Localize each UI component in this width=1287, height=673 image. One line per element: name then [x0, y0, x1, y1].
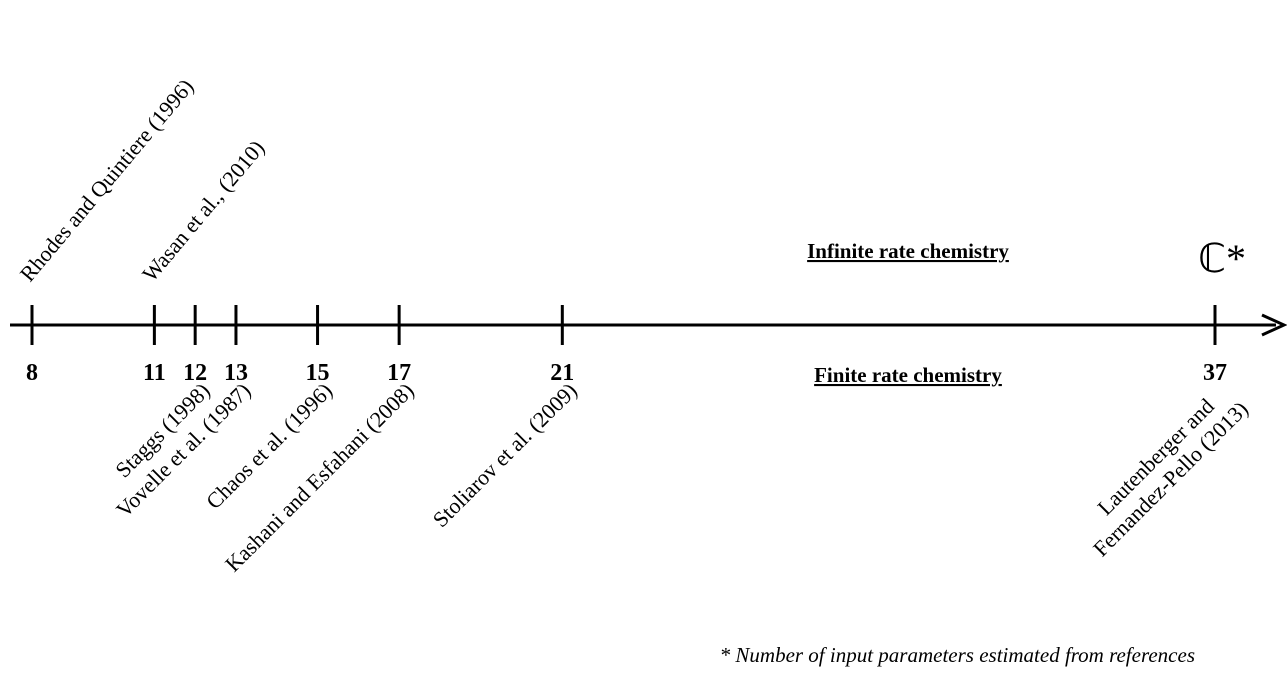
axis-arrow — [1261, 313, 1287, 337]
tick-label: 37 — [1203, 360, 1227, 386]
tick-label: 15 — [306, 360, 330, 386]
tick-label: 13 — [224, 360, 248, 386]
reference-line: Fernandez-Pello (2013) — [1088, 396, 1253, 561]
tick-label: 21 — [550, 360, 574, 386]
infinite-heading: Infinite rate chemistry — [807, 239, 1009, 263]
tick-label: 12 — [183, 360, 207, 386]
reference-below: Lautenberger andFernandez-Pello (2013) — [1070, 378, 1253, 561]
tick-label: 8 — [26, 360, 38, 386]
finite-heading: Finite rate chemistry — [814, 363, 1002, 387]
reference-line: Stoliarov et al. (2009) — [428, 378, 582, 532]
reference-below: Stoliarov et al. (2009) — [428, 378, 582, 532]
tick-label: 11 — [143, 360, 166, 386]
symbol: ℂ* — [1198, 236, 1246, 281]
tick-label: 17 — [387, 360, 411, 386]
footnote: * Number of input parameters estimated f… — [720, 643, 1195, 667]
reference-above: Wasan et al., (2010) — [137, 135, 269, 286]
